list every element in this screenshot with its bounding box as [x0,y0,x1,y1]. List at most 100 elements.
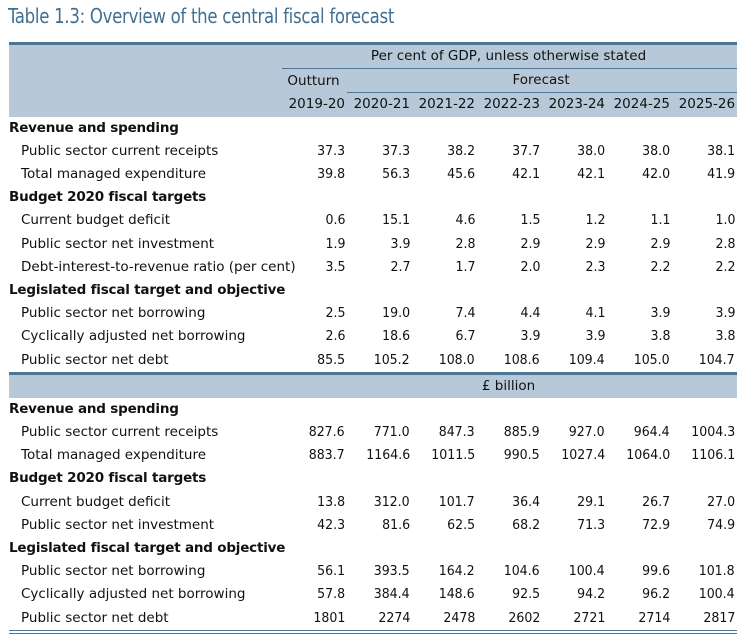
value: 2.8 [455,235,475,252]
value: 2.9 [650,235,670,252]
value-cell: 847.3 [412,421,477,444]
value: 109.4 [569,351,605,368]
value: 39.8 [317,166,345,183]
value-cell: 42.0 [607,163,672,186]
value: 81.6 [382,516,410,533]
value: 42.0 [642,166,670,183]
value: 105.2 [374,351,410,368]
row-label: Cyclically adjusted net borrowing [21,328,246,345]
value-cell: 6.7 [412,325,477,348]
value-cell: 2602 [477,606,542,634]
value-cell: 72.9 [607,514,672,537]
value: 26.7 [642,493,670,510]
row-label: Public sector net borrowing [21,563,206,580]
value: 29.1 [577,493,605,510]
section-heading-row: Revenue and spending [9,117,737,140]
value-cell: 3.5 [282,256,347,279]
forecast-label: Forecast [347,68,738,94]
value-cell: 3.9 [477,325,542,348]
value: 101.7 [439,493,475,510]
value-cell: 2714 [607,606,672,634]
value-cell: 1106.1 [672,444,737,467]
value: 393.5 [374,563,410,580]
value: 4.1 [585,305,605,322]
section-heading: Revenue and spending [9,400,179,417]
value-cell: 94.2 [542,583,607,606]
value-cell: 2478 [412,606,477,634]
value-cell: 964.4 [607,421,672,444]
value-cell: 2.0 [477,256,542,279]
value-cell: 1027.4 [542,444,607,467]
value: 99.6 [642,563,670,580]
value-cell: 771.0 [347,421,412,444]
table-row: Public sector net investment 1.9 3.9 2.8 2.9… [9,233,737,256]
value-cell: 885.9 [477,421,542,444]
table-row: Public sector net investment 42.3 81.6 62.5… [9,514,737,537]
value: 15.1 [382,212,410,229]
value-cell: 68.2 [477,514,542,537]
value-cell: 2.2 [607,256,672,279]
value: 2.9 [585,235,605,252]
value: 2274 [378,609,410,626]
value: 1011.5 [431,447,475,464]
value-cell: 26.7 [607,491,672,514]
value-cell: 101.7 [412,491,477,514]
row-label: Debt-interest-to-revenue ratio (per cent… [21,258,296,275]
value: 104.7 [699,351,736,368]
value: 38.2 [447,142,475,159]
value-cell: 990.5 [477,444,542,467]
value-cell: 148.6 [412,583,477,606]
section-heading-row: Legislated fiscal target and objective [9,279,737,302]
value: 105.0 [634,351,670,368]
value: 3.9 [585,328,605,345]
value-cell: 1164.6 [347,444,412,467]
value-cell: 2.3 [542,256,607,279]
value: 100.4 [569,563,605,580]
value: 3.5 [325,258,345,275]
value: 384.4 [374,586,410,603]
value-cell: 42.3 [282,514,347,537]
value-cell: 92.5 [477,583,542,606]
value: 38.0 [577,142,605,159]
value-cell: 1.5 [477,209,542,232]
value-cell: 42.1 [542,163,607,186]
value-cell: 27.0 [672,491,737,514]
value-cell: 100.4 [542,560,607,583]
value: 104.6 [504,563,540,580]
value: 74.9 [707,516,736,533]
value: 827.6 [309,424,345,441]
value: 883.7 [309,447,345,464]
value-cell: 104.6 [477,560,542,583]
value: 96.2 [642,586,670,603]
value-cell: 2.7 [347,256,412,279]
value-cell: 57.8 [282,583,347,606]
value-cell: 38.0 [607,140,672,163]
value: 4.6 [455,212,475,229]
value-cell: 81.6 [347,514,412,537]
value: 38.0 [642,142,670,159]
value: 56.3 [382,166,410,183]
units-band: £ billion [9,371,738,398]
value-cell: 7.4 [412,302,477,325]
value: 1064.0 [626,447,670,464]
value: 19.0 [382,305,410,322]
year-header: 2023-24 [542,92,607,117]
section-heading-row: Legislated fiscal target and objective [9,537,737,560]
value: 108.6 [504,351,540,368]
value-cell: 56.3 [347,163,412,186]
section-heading-row: Revenue and spending [9,398,737,421]
value-cell: 3.9 [672,302,737,325]
table-row: Public sector net borrowing 56.1 393.5 164.… [9,560,737,583]
value: 1004.3 [691,424,736,441]
value: 37.7 [512,142,540,159]
year-header: 2019-20 [282,92,347,117]
value: 72.9 [642,516,670,533]
value-cell: 13.8 [282,491,347,514]
value: 1.7 [455,258,475,275]
value-cell: 108.0 [412,348,477,373]
row-label: Current budget deficit [21,212,170,229]
value-cell: 827.6 [282,421,347,444]
value-cell: 99.6 [607,560,672,583]
header-row-years: 2019-20 2020-21 2021-22 2022-23 2023-24 2024-… [9,92,738,117]
row-label: Total managed expenditure [21,447,207,464]
